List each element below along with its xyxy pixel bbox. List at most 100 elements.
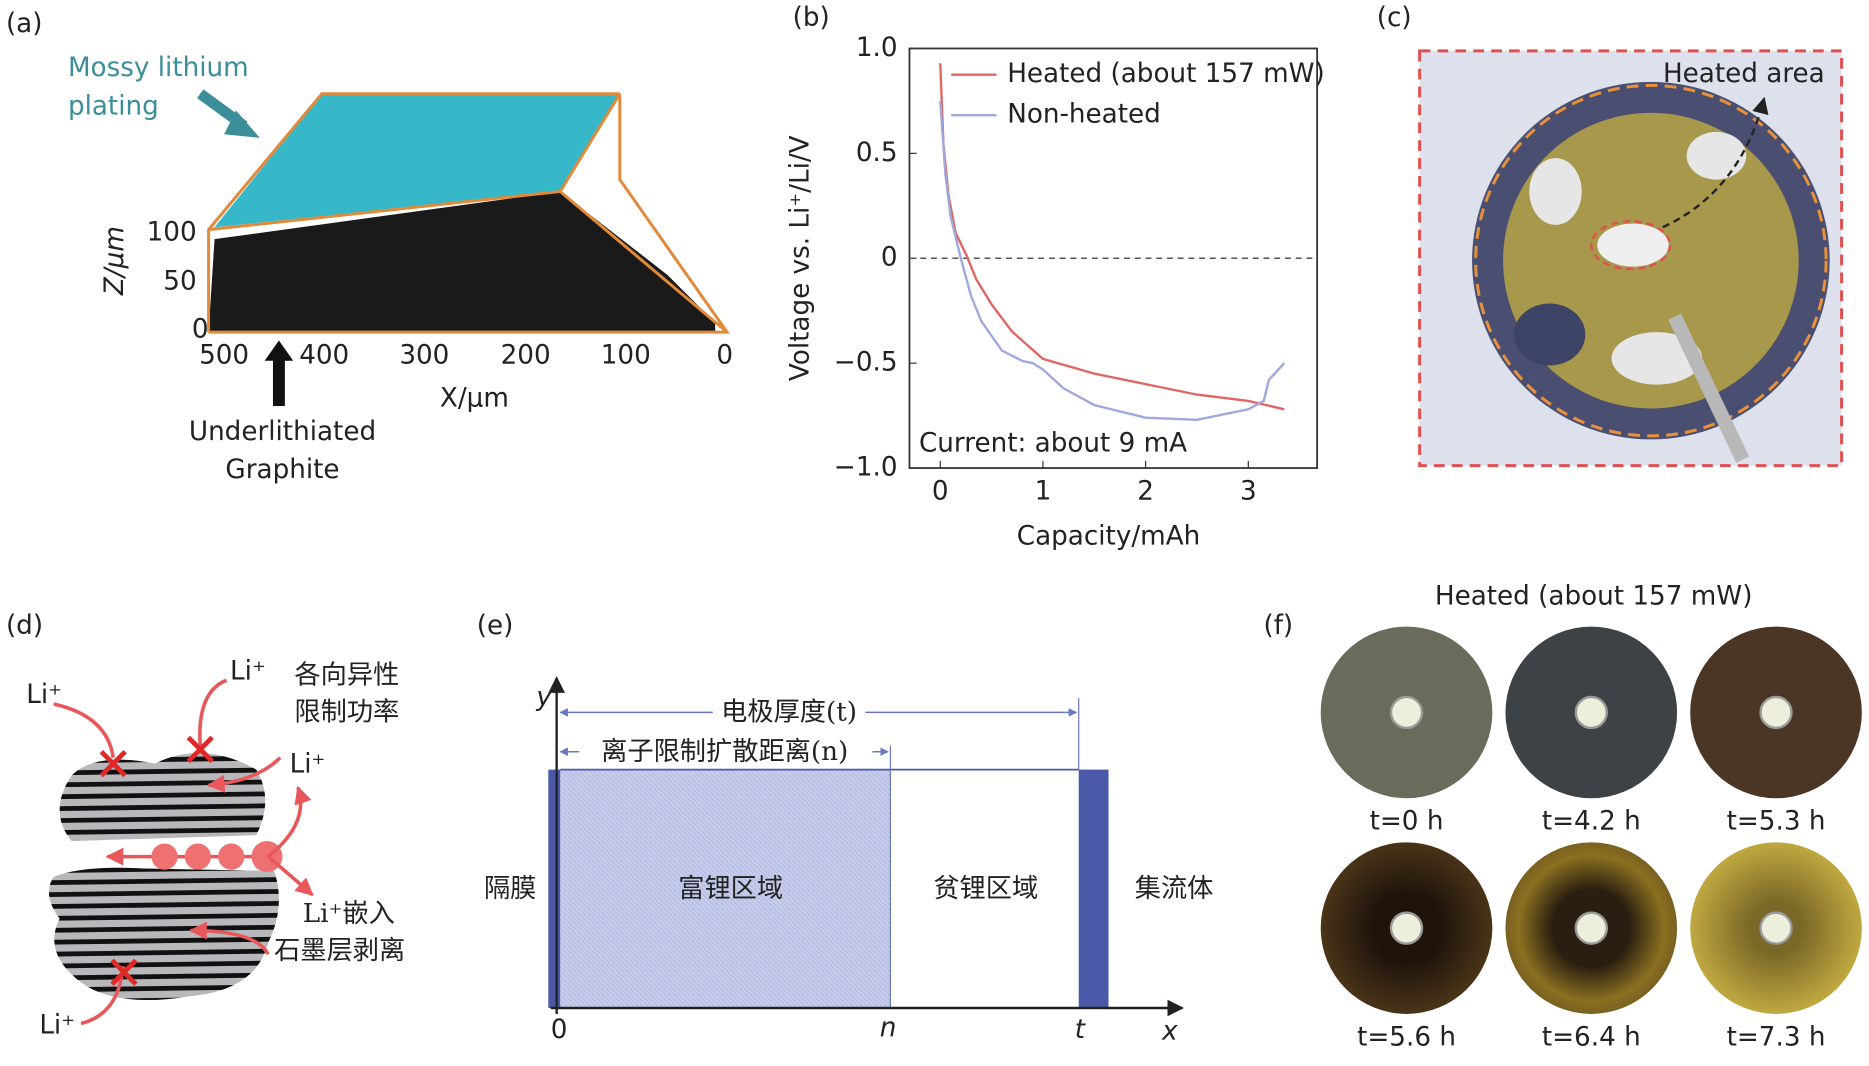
panel-a: (a) Mossy lithium plating Z/μm 100 50 0 … xyxy=(6,9,733,485)
x-tick-label: 1 xyxy=(1035,476,1052,506)
patch xyxy=(1513,303,1586,366)
axis-label: Z/μm xyxy=(100,226,130,296)
arrow-head xyxy=(224,110,260,138)
arrow-label: Graphite xyxy=(225,455,339,485)
panel-label: (c) xyxy=(1377,3,1412,33)
arrow-label: Underlithiated xyxy=(189,417,376,447)
disc-hole xyxy=(1759,695,1793,730)
heated-outline xyxy=(1590,220,1672,271)
separator xyxy=(548,769,561,1008)
position-label: 0 xyxy=(551,1015,568,1045)
disc-hole xyxy=(1574,695,1608,730)
tick-label: 300 xyxy=(399,340,449,370)
caption: t=4.2 h xyxy=(1542,807,1641,837)
annotation: Current: about 9 mA xyxy=(919,429,1187,459)
ion-label: Li⁺ xyxy=(290,749,326,779)
x-axis-label: Capacity/mAh xyxy=(1017,522,1201,552)
stripe xyxy=(48,924,279,933)
ion xyxy=(184,843,211,870)
annotation: 限制功率 xyxy=(294,698,399,728)
panel-label: (d) xyxy=(6,611,43,641)
panel-label: (a) xyxy=(6,9,43,39)
coating-outline xyxy=(1474,83,1828,438)
tick-label: 50 xyxy=(163,267,196,297)
stripe xyxy=(59,779,266,788)
panel-label: (f) xyxy=(1263,611,1293,641)
bounding-box xyxy=(207,92,730,334)
patch xyxy=(1529,158,1582,225)
ion-paths xyxy=(53,678,314,1026)
graphite-particle xyxy=(36,746,298,842)
annotation: Mossy lithium xyxy=(68,53,249,83)
region-label: 贫锂区域 xyxy=(933,874,1038,904)
ion-label: Li⁺ xyxy=(230,656,266,686)
panel-c: (c) Heated area xyxy=(1377,3,1844,468)
caption: t=7.3 h xyxy=(1727,1022,1826,1052)
stripe xyxy=(36,746,298,750)
x-tick-label: 0 xyxy=(932,476,949,506)
disc-hole xyxy=(1389,695,1424,730)
annotation: 各向异性 xyxy=(294,661,399,691)
region-label: 集流体 xyxy=(1135,874,1214,904)
series-line xyxy=(939,100,1286,421)
x-tick-label: 2 xyxy=(1137,476,1154,506)
tick-label: 100 xyxy=(147,218,197,248)
tick-label: 200 xyxy=(501,340,551,370)
ion xyxy=(218,843,245,870)
panel-label: (e) xyxy=(477,611,514,641)
y-tick-label: −1.0 xyxy=(834,453,898,483)
caption: t=5.3 h xyxy=(1727,807,1826,837)
panel-label: (b) xyxy=(793,3,830,33)
annotation: Li⁺嵌入 xyxy=(303,899,395,929)
tick-label: 0 xyxy=(716,340,733,370)
stripe xyxy=(48,900,279,910)
y-tick-label: −0.5 xyxy=(834,348,898,378)
annotation: Heated area xyxy=(1663,59,1825,89)
stripe xyxy=(59,755,266,764)
rich-region xyxy=(560,769,891,1008)
disc-hole xyxy=(1574,911,1608,945)
legend-label: Non-heated xyxy=(1007,100,1161,130)
stripe xyxy=(48,948,279,957)
axis-label: X/μm xyxy=(440,383,509,413)
ion-label: Li⁺ xyxy=(26,680,62,710)
stripe xyxy=(59,826,266,836)
dimension-label: 电极厚度(t) xyxy=(721,698,857,728)
graphite-particle xyxy=(48,867,279,1001)
tweezer xyxy=(1668,313,1750,463)
position-label: t xyxy=(1075,1015,1087,1045)
stripe xyxy=(59,814,266,824)
block-marks xyxy=(99,735,214,986)
panel-b: (b) Capacity/mAh Voltage vs. Li⁺/Li/V Cu… xyxy=(786,3,1325,552)
graphite xyxy=(208,191,716,333)
annotation: 石墨层剥离 xyxy=(274,936,405,966)
tick-label: 0 xyxy=(192,314,209,344)
tick-label: 400 xyxy=(299,340,349,370)
region-label: 隔膜 xyxy=(484,874,536,904)
patch xyxy=(1597,223,1669,267)
lithium-plating xyxy=(214,93,620,228)
caption: t=6.4 h xyxy=(1542,1022,1641,1052)
y-tick-label: 0 xyxy=(881,243,898,273)
stripe xyxy=(59,802,266,812)
legend-label: Heated (about 157 mW) xyxy=(1007,59,1325,89)
y-tick-label: 1.0 xyxy=(856,33,898,63)
patch xyxy=(1686,131,1747,180)
panel-e: (e) 电极厚度(t) 离子限制扩散距离(n) y x 隔膜 富锂区域 贫锂区域… xyxy=(477,611,1214,1046)
stripe xyxy=(59,791,266,800)
stripe xyxy=(48,960,279,969)
stripe xyxy=(48,996,279,1001)
stripe xyxy=(59,767,266,776)
disc-hole xyxy=(1759,911,1793,945)
arrow-head xyxy=(264,340,294,361)
ion-label: Li⁺ xyxy=(39,1010,75,1040)
patch xyxy=(1611,332,1703,385)
tick-label: 500 xyxy=(199,340,249,370)
caption: t=0 h xyxy=(1370,807,1444,837)
position-label: n xyxy=(880,1013,897,1043)
y-tick-label: 0.5 xyxy=(856,138,898,168)
annotation: plating xyxy=(68,91,159,121)
stripe xyxy=(48,984,279,993)
caption: t=5.6 h xyxy=(1357,1022,1456,1052)
